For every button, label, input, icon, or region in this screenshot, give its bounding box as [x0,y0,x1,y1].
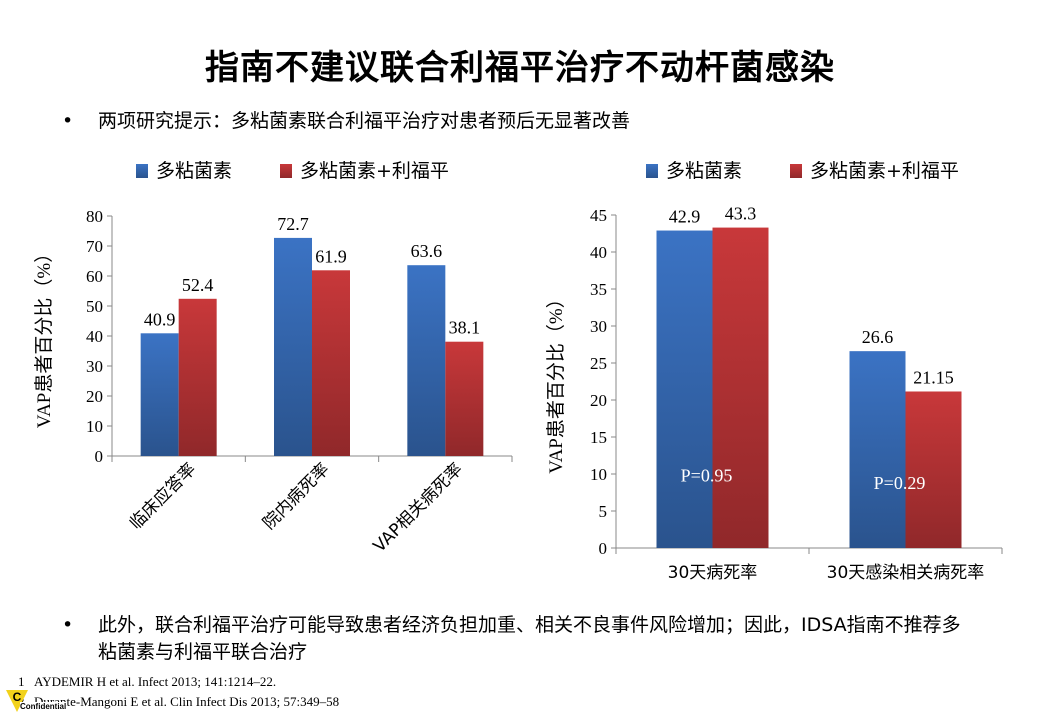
y-axis-title: VAP患者百分比（%） [33,244,55,428]
data-label: 52.4 [182,275,214,295]
reference-text: Durante-Mangoni E et al. Clin Infect Dis… [34,694,340,709]
legend-label: 多粘菌素 [666,160,742,182]
bar [178,298,217,456]
legend-swatch [136,164,148,178]
confidential-logo: C Confidential [4,686,72,714]
data-label: 38.1 [449,318,481,338]
bullet-point-2: • 此外，联合利福平治疗可能导致患者经济负担加重、相关不良事件风险增加；因此，I… [62,612,982,668]
x-tick-label: 30天病死率 [668,563,758,583]
bar [905,391,962,548]
data-label: 40.9 [144,309,176,329]
data-label: 26.6 [862,327,894,347]
legend-swatch [646,164,658,178]
bar [849,351,906,548]
bullet-text-1: 两项研究提示：多粘菌素联合利福平治疗对患者预后无显著改善 [98,110,631,132]
bar [656,230,713,548]
bullet-point-1: • 两项研究提示：多粘菌素联合利福平治疗对患者预后无显著改善 [62,108,962,138]
chart-right: 多粘菌素 多粘菌素+利福平 0 5 10 15 20 25 30 35 40 45 VAP患者百分比（%… [545,160,1003,583]
y-tick-label: 45 [590,206,607,225]
p-value-annotation: P=0.95 [681,465,733,485]
x-tick-label: 临床应答率 [126,459,200,533]
x-tick-label: 30天感染相关病死率 [827,563,985,583]
data-label: 61.9 [315,246,347,266]
y-tick-label: 40 [86,327,103,346]
y-tick-label: 10 [590,465,607,484]
bar [712,227,769,548]
data-label: 43.3 [725,204,757,224]
references: 1 AYDEMIR H et al. Infect 2013; 141:1214… [18,672,618,712]
y-tick-label: 30 [86,357,103,376]
reference-number: 1 [18,674,25,689]
y-tick-label: 40 [590,243,607,262]
slide-title: 指南不建议联合利福平治疗不动杆菌感染 [205,48,835,88]
legend-label: 多粘菌素 [156,160,232,182]
legend-swatch [280,164,292,178]
y-tick-label: 50 [86,297,103,316]
bar [274,237,312,456]
legend-label: 多粘菌素+利福平 [300,160,449,182]
y-tick-label: 70 [86,237,103,256]
reference-1: 1 AYDEMIR H et al. Infect 2013; 141:1214… [18,672,618,692]
legend-swatch [790,164,802,178]
x-tick-label: 院内病死率 [259,459,333,533]
y-tick-label: 10 [86,417,103,436]
data-label: 63.6 [411,241,443,261]
y-tick-label: 80 [86,207,103,226]
bullet-text-2: 此外，联合利福平治疗可能导致患者经济负担加重、相关不良事件风险增加；因此，IDS… [98,614,961,663]
y-tick-label: 20 [590,391,607,410]
y-tick-label: 35 [590,280,607,299]
data-label: 21.15 [913,367,954,387]
x-tick-label: VAP相关病死率 [370,459,467,556]
bar [312,270,350,456]
y-tick-label: 25 [590,354,607,373]
p-value-annotation: P=0.29 [874,473,926,493]
y-tick-label: 0 [95,447,104,466]
chart-left: 多粘菌素 多粘菌素+利福平 0 10 20 30 40 50 60 70 80 VAP患者百分比（%）… [33,160,513,557]
bar [407,265,446,456]
y-tick-label: 0 [599,539,608,558]
y-tick-label: 30 [590,317,607,336]
data-label: 42.9 [669,207,701,227]
y-tick-label: 20 [86,387,103,406]
reference-2: 2 Durante-Mangoni E et al. Clin Infect D… [18,692,618,712]
y-tick-label: 5 [599,502,608,521]
y-tick-label: 15 [590,428,607,447]
bullet-symbol: • [62,110,74,132]
bar [140,333,179,456]
logo-text: Confidential [20,702,67,711]
legend-label: 多粘菌素+利福平 [810,160,959,182]
reference-text: AYDEMIR H et al. Infect 2013; 141:1214–2… [34,674,277,689]
bullet-symbol: • [62,614,74,636]
bar [445,341,484,456]
y-tick-label: 60 [86,267,103,286]
y-axis-title: VAP患者百分比（%） [545,289,567,473]
data-label: 72.7 [277,214,309,234]
